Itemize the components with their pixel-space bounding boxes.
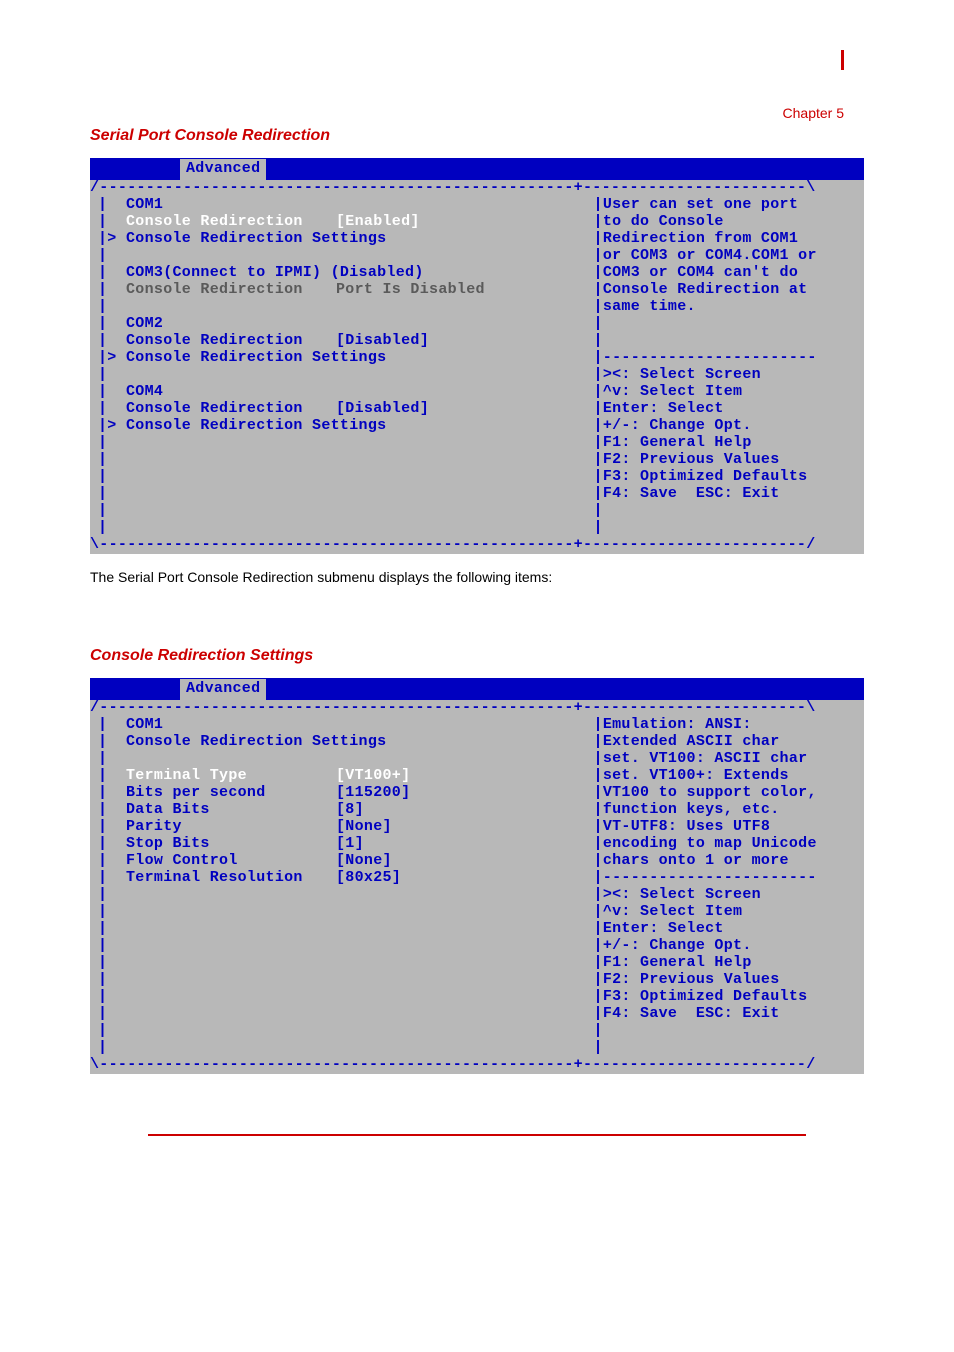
text-cursor	[90, 50, 864, 106]
section1-desc: The Serial Port Console Redirection subm…	[90, 568, 864, 586]
help-line: function keys, etc.	[603, 801, 780, 818]
opt-bps-val[interactable]: [115200]	[336, 785, 410, 802]
help-line: to do Console	[603, 213, 724, 230]
keymap-line: F2: Previous Values	[603, 451, 780, 468]
opt-flowctrl-val[interactable]: [None]	[336, 853, 392, 870]
help-line: Console Redirection at	[603, 281, 808, 298]
settings-header: Console Redirection Settings	[126, 733, 386, 750]
com2-settings-link[interactable]: Console Redirection Settings	[126, 349, 386, 366]
com3-redir-label: Console Redirection	[126, 282, 336, 299]
bios-main-col-2: |COM1 |Console Redirection Settings | |T…	[94, 717, 590, 1057]
help-line: chars onto 1 or more	[603, 852, 789, 869]
frame-border-top: /---------------------------------------…	[90, 180, 864, 197]
section-title-1: Serial Port Console Redirection	[90, 127, 864, 145]
bios-help-col-1: |User can set one port |to do Console |R…	[590, 197, 861, 537]
keymap-line: F3: Optimized Defaults	[603, 468, 808, 485]
opt-terminal-type-val[interactable]: [VT100+]	[336, 768, 410, 785]
keymap-line: +/-: Change Opt.	[603, 937, 752, 954]
bios-help-col-2: |Emulation: ANSI: |Extended ASCII char |…	[590, 717, 861, 1057]
help-line: Emulation: ANSI:	[603, 716, 752, 733]
help-line: or COM3 or COM4.COM1 or	[603, 247, 817, 264]
help-line: set. VT100: ASCII char	[603, 750, 808, 767]
help-line: VT-UTF8: Uses UTF8	[603, 818, 770, 835]
help-line: Extended ASCII char	[603, 733, 780, 750]
com1-redir-label[interactable]: Console Redirection	[126, 214, 336, 231]
help-line: encoding to map Unicode	[603, 835, 817, 852]
help-line: same time.	[603, 298, 696, 315]
com3-header: COM3(Connect to IPMI) (Disabled)	[126, 264, 424, 281]
com1-header: COM1	[126, 716, 163, 733]
help-line: set. VT100+: Extends	[603, 767, 789, 784]
com3-redir-value: Port Is Disabled	[336, 282, 485, 299]
keymap-line: ^v: Select Item	[603, 903, 743, 920]
keymap-line: Enter: Select	[603, 920, 724, 937]
com2-header: COM2	[126, 315, 163, 332]
help-line: Redirection from COM1	[603, 230, 798, 247]
keymap-line: F1: General Help	[603, 434, 752, 451]
opt-stopbits[interactable]: Stop Bits	[126, 836, 336, 853]
bios-main-col: |COM1 |Console Redirection[Enabled] |>Co…	[94, 197, 590, 537]
help-line: VT100 to support color,	[603, 784, 817, 801]
opt-parity[interactable]: Parity	[126, 819, 336, 836]
frame-border-bottom: \---------------------------------------…	[90, 1057, 864, 1074]
com4-settings-link[interactable]: Console Redirection Settings	[126, 417, 386, 434]
com4-redir-value[interactable]: [Disabled]	[336, 401, 429, 418]
keymap-line: Enter: Select	[603, 400, 724, 417]
opt-termres-val[interactable]: [80x25]	[336, 870, 401, 887]
opt-termres[interactable]: Terminal Resolution	[126, 870, 336, 887]
frame-border-bottom: \---------------------------------------…	[90, 537, 864, 554]
opt-flowctrl[interactable]: Flow Control	[126, 853, 336, 870]
keymap-line: ><: Select Screen	[603, 366, 761, 383]
opt-parity-val[interactable]: [None]	[336, 819, 392, 836]
page-footer-rule	[148, 1134, 806, 1136]
bios-panel-1: Advanced /------------------------------…	[90, 158, 864, 554]
frame-border-top: /---------------------------------------…	[90, 700, 864, 717]
keymap-line: F3: Optimized Defaults	[603, 988, 808, 1005]
com1-header: COM1	[126, 196, 163, 213]
keymap-line: F4: Save ESC: Exit	[603, 485, 780, 502]
opt-terminal-type[interactable]: Terminal Type	[126, 768, 336, 785]
chapter-label: Chapter 5	[90, 106, 864, 121]
tab-advanced[interactable]: Advanced	[180, 159, 266, 180]
keymap-line: ^v: Select Item	[603, 383, 743, 400]
com4-header: COM4	[126, 383, 163, 400]
opt-bps[interactable]: Bits per second	[126, 785, 336, 802]
com2-redir-label[interactable]: Console Redirection	[126, 333, 336, 350]
help-line: COM3 or COM4 can't do	[603, 264, 798, 281]
opt-stopbits-val[interactable]: [1]	[336, 836, 364, 853]
com1-redir-value[interactable]: [Enabled]	[336, 214, 420, 231]
opt-databits[interactable]: Data Bits	[126, 802, 336, 819]
section-title-2: Console Redirection Settings	[90, 647, 864, 665]
bios-tabbar-1: Advanced	[90, 158, 864, 180]
com2-redir-value[interactable]: [Disabled]	[336, 333, 429, 350]
help-line: User can set one port	[603, 196, 798, 213]
keymap-line: ><: Select Screen	[603, 886, 761, 903]
bios-tabbar-2: Advanced	[90, 678, 864, 700]
keymap-line: +/-: Change Opt.	[603, 417, 752, 434]
bios-panel-2: Advanced /------------------------------…	[90, 678, 864, 1074]
keymap-line: F1: General Help	[603, 954, 752, 971]
tab-advanced[interactable]: Advanced	[180, 679, 266, 700]
keymap-line: F4: Save ESC: Exit	[603, 1005, 780, 1022]
com4-redir-label[interactable]: Console Redirection	[126, 401, 336, 418]
com1-settings-link[interactable]: Console Redirection Settings	[126, 230, 386, 247]
keymap-line: F2: Previous Values	[603, 971, 780, 988]
opt-databits-val[interactable]: [8]	[336, 802, 364, 819]
